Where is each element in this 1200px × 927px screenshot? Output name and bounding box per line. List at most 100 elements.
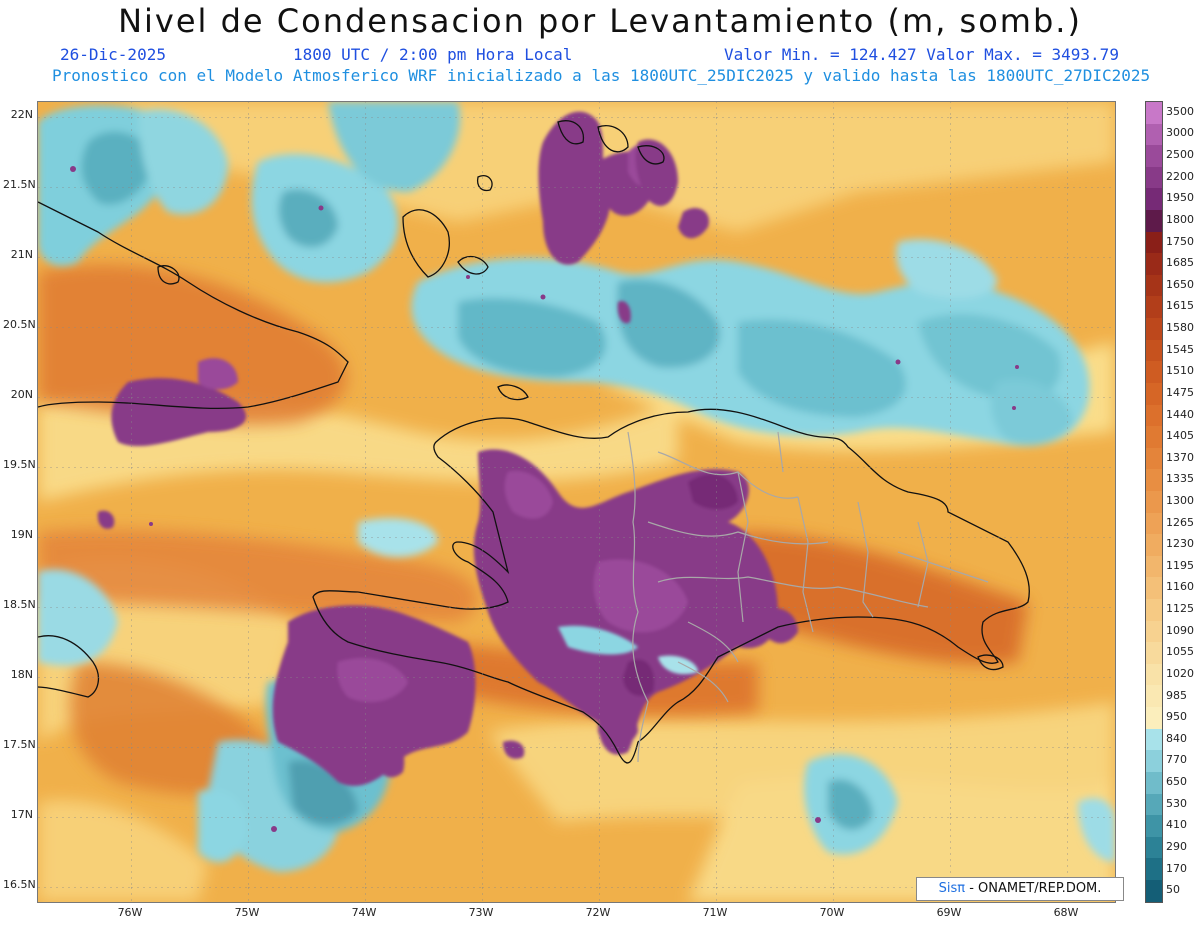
colorbar-swatch [1146,339,1162,362]
colorbar-label: 1800 [1166,212,1194,226]
lon-label: 74W [351,906,377,919]
lon-label: 76W [117,906,143,919]
lat-label: 18N [10,668,33,681]
colorbar-swatch [1146,512,1162,535]
colorbar-swatch [1146,707,1162,729]
credit-box: Sisπ - ONAMET/REP.DOM. [916,877,1124,901]
colorbar-swatch [1146,123,1162,146]
lon-label: 73W [468,906,494,919]
lat-label: 19N [10,528,33,541]
colorbar-swatch [1146,253,1162,275]
colorbar-label: 770 [1166,753,1187,767]
colorbar-label: 1510 [1166,364,1194,378]
colorbar-label: 1750 [1166,234,1194,248]
value-min-max: Valor Min. = 124.427 Valor Max. = 3493.7… [724,45,1119,64]
colorbar-label: 1950 [1166,191,1194,205]
map-title: Nivel de Condensacion por Levantamiento … [118,2,1082,40]
colorbar-label: 1055 [1166,645,1194,659]
colorbar-label: 1335 [1166,472,1194,486]
map-panel [37,101,1116,903]
colorbar-swatch [1146,620,1162,643]
colorbar-label: 170 [1166,861,1187,875]
colorbar-swatch [1146,490,1162,513]
lat-label: 22N [10,108,33,121]
colorbar-label: 2200 [1166,169,1194,183]
colorbar-swatch [1146,426,1162,448]
colorbar-swatch [1146,815,1162,837]
colorbar-label: 3000 [1166,126,1194,140]
colorbar-swatch [1146,750,1162,772]
colorbar-label: 1370 [1166,450,1194,464]
colorbar-swatch [1146,166,1162,189]
colorbar-swatch [1146,534,1162,556]
colorbar-swatch [1146,188,1162,211]
colorbar-swatch [1146,858,1162,880]
colorbar-swatch [1146,296,1162,319]
colorbar-swatch [1146,318,1162,340]
lat-label: 19.5N [3,458,36,471]
colorbar-label: 1125 [1166,602,1194,616]
colorbar-label: 3500 [1166,104,1194,118]
credit-text: - ONAMET/REP.DOM. [965,881,1102,896]
lat-label: 16.5N [3,878,36,891]
colorbar-label: 650 [1166,775,1187,789]
lat-label: 21.5N [3,178,36,191]
colorbar-label: 985 [1166,688,1187,702]
colorbar-swatch [1146,599,1162,621]
colorbar-swatch [1146,771,1162,794]
colorbar-label: 1300 [1166,494,1194,507]
colorbar-label: 1440 [1166,407,1194,421]
colorbar-swatch [1146,447,1162,470]
colorbar-swatch [1146,577,1162,600]
colorbar-label: 2500 [1166,148,1194,162]
colorbar-label: 950 [1166,710,1187,724]
colorbar-swatch [1146,469,1162,491]
lat-label: 21N [10,248,33,261]
lat-label: 20.5N [3,318,36,331]
lon-label: 71W [702,906,728,919]
lon-label: 72W [585,906,611,919]
colorbar-swatch [1146,361,1162,383]
colorbar-swatch [1146,663,1162,686]
colorbar-label: 1090 [1166,623,1194,637]
lon-label: 75W [234,906,260,919]
colorbar-swatch [1146,210,1162,232]
forecast-date: 26-Dic-2025 [60,45,166,64]
colorbar-swatch [1146,382,1162,405]
colorbar-label: 1405 [1166,429,1194,443]
colorbar-label: 1650 [1166,277,1194,291]
lat-label: 17.5N [3,738,36,751]
lat-label: 17N [10,808,33,821]
colorbar-label: 50 [1166,883,1180,897]
colorbar-label: 1580 [1166,321,1194,335]
colorbar-swatch [1146,555,1162,578]
colorbar-swatch [1146,145,1162,167]
colorbar-swatch [1146,793,1162,816]
lcl-field [38,102,1115,902]
forecast-subtitle: Pronostico con el Modelo Atmosferico WRF… [52,66,1151,85]
colorbar-swatch [1146,274,1162,297]
lon-label: 69W [936,906,962,919]
lon-label: 70W [819,906,845,919]
colorbar-label: 410 [1166,818,1187,832]
colorbar-label: 1545 [1166,342,1194,356]
colorbar-label: 1685 [1166,256,1194,270]
sispi-logo: Sisπ [938,881,966,896]
lat-label: 18.5N [3,598,36,611]
colorbar-swatch [1146,642,1162,664]
colorbar-swatch [1146,836,1162,859]
colorbar-swatch [1146,879,1162,902]
colorbar-label: 1615 [1166,299,1194,313]
colorbar-label: 530 [1166,796,1187,810]
lon-label: 68W [1053,906,1079,919]
colorbar-label: 1160 [1166,580,1194,594]
colorbar-label: 1475 [1166,385,1194,399]
colorbar-swatch [1146,685,1162,708]
colorbar-swatch [1146,728,1162,751]
colorbar [1145,101,1163,903]
colorbar-label: 1230 [1166,537,1194,551]
colorbar-label: 1265 [1166,515,1194,529]
colorbar-swatch [1146,231,1162,254]
colorbar-label: 1020 [1166,666,1194,680]
colorbar-swatch [1146,404,1162,427]
